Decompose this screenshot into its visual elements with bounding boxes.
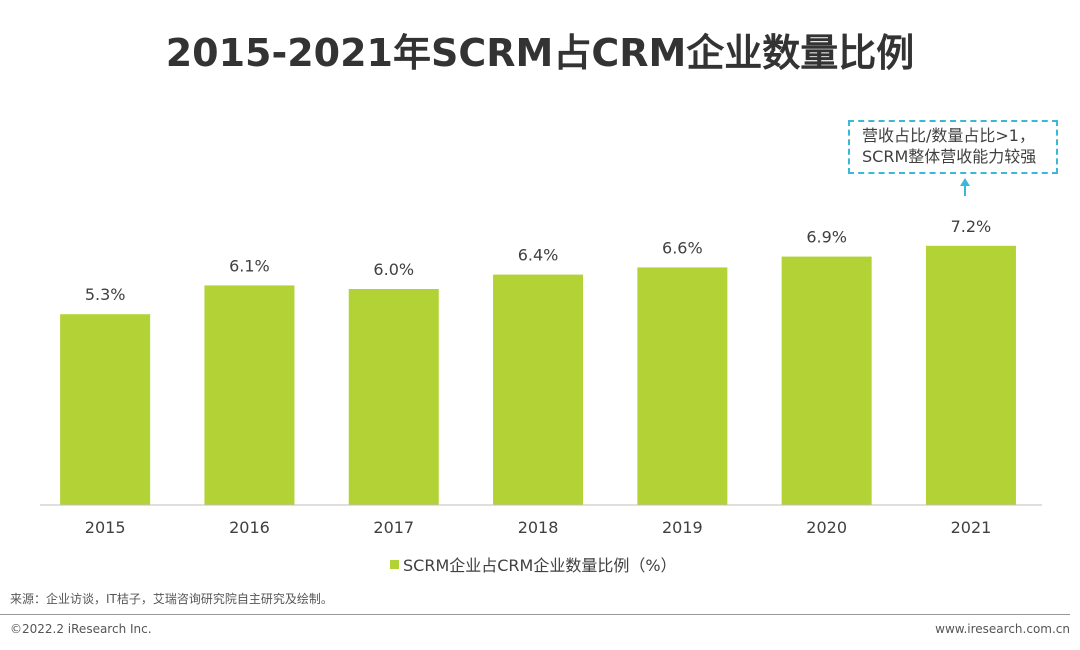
x-tick-2018: 2018: [518, 518, 559, 537]
x-tick-2015: 2015: [85, 518, 126, 537]
x-tick-2021: 2021: [951, 518, 992, 537]
website-link[interactable]: www.iresearch.com.cn: [935, 622, 1070, 636]
bar-chart: 5.3% 2015 6.1% 2016 6.0% 2017 6.4% 2018 6.6% 2019…: [40, 178, 1042, 537]
bar-2019: [637, 267, 728, 505]
arrow-head-icon: [960, 178, 970, 186]
legend-label: SCRM企业占CRM企业数量比例（%）: [403, 556, 677, 575]
divider: [0, 614, 1070, 615]
bar-2016: [204, 285, 295, 505]
bar-2018: [493, 274, 584, 505]
bar-2017: [348, 289, 439, 505]
data-label-2018: 6.4%: [518, 246, 559, 265]
data-label-2015: 5.3%: [85, 285, 126, 304]
x-tick-2019: 2019: [662, 518, 703, 537]
legend-swatch: [390, 559, 399, 569]
bar-2021: [925, 245, 1016, 506]
data-label-2017: 6.0%: [373, 260, 414, 279]
bar-2015: [60, 314, 151, 505]
legend: SCRM企业占CRM企业数量比例（%）: [390, 552, 677, 576]
bar-2020: [781, 256, 872, 505]
chart-title: 2015-2021年SCRM占CRM企业数量比例: [165, 31, 915, 75]
source-note: 来源：企业访谈，IT桔子，艾瑞咨询研究院自主研究及绘制。: [10, 592, 333, 606]
annotation-line-1: 营收占比/数量占比>1，: [862, 126, 1035, 145]
data-label-2020: 6.9%: [806, 228, 847, 247]
data-label-2019: 6.6%: [662, 238, 703, 257]
x-tick-2017: 2017: [373, 518, 414, 537]
annotation-line-2: SCRM整体营收能力较强: [862, 147, 1037, 166]
data-label-2016: 6.1%: [229, 256, 270, 275]
x-tick-2020: 2020: [806, 518, 847, 537]
annotation-box: 营收占比/数量占比>1， SCRM整体营收能力较强: [848, 120, 1058, 174]
x-tick-2016: 2016: [229, 518, 270, 537]
copyright: ©2022.2 iResearch Inc.: [10, 622, 152, 636]
data-label-2021: 7.2%: [951, 217, 992, 236]
